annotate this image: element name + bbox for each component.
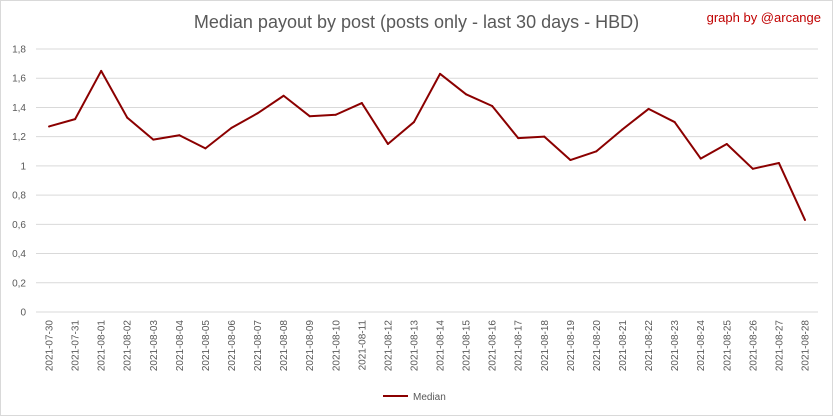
data-point (751, 167, 754, 170)
data-point (647, 107, 650, 110)
x-tick-label: 2021-08-16 (488, 320, 499, 372)
y-tick-label: 0 (20, 308, 26, 319)
data-point (74, 118, 77, 121)
x-tick-label: 2021-07-31 (71, 320, 82, 372)
x-tick-label: 2021-08-08 (279, 320, 290, 372)
data-point (360, 102, 363, 105)
x-tick-label: 2021-08-26 (748, 320, 759, 372)
x-tick-label: 2021-08-05 (201, 320, 212, 372)
x-tick-label: 2021-08-17 (514, 320, 525, 372)
data-point (152, 138, 155, 141)
x-tick-label: 2021-08-23 (670, 320, 681, 372)
x-tick-label: 2021-08-24 (696, 320, 707, 372)
x-tick-label: 2021-08-07 (253, 320, 264, 372)
data-point (777, 161, 780, 164)
data-point (439, 72, 442, 75)
y-tick-label: 1,4 (12, 103, 26, 114)
data-point (543, 135, 546, 138)
y-tick-label: 0,8 (12, 191, 26, 202)
series-line-0 (48, 69, 806, 221)
x-tick-label: 2021-08-19 (566, 320, 577, 372)
data-point (282, 94, 285, 97)
y-axis-ticks: 0 0,2 0,4 0,6 0,8 1 1,2 1,4 1,6 1,8 (12, 45, 26, 319)
x-tick-label: 2021-08-04 (175, 320, 186, 372)
x-tick-label: 2021-08-15 (462, 320, 473, 372)
data-point (178, 134, 181, 137)
x-tick-label: 2021-08-02 (123, 320, 134, 372)
data-point (517, 137, 520, 140)
data-point (621, 128, 624, 131)
x-tick-label: 2021-08-11 (357, 320, 368, 371)
x-tick-label: 2021-08-12 (383, 320, 394, 372)
y-tick-label: 1,6 (12, 74, 26, 85)
data-point (569, 159, 572, 162)
y-tick-label: 1,8 (12, 45, 26, 56)
x-tick-label: 2021-08-28 (800, 320, 811, 372)
data-point (673, 121, 676, 124)
x-tick-label: 2021-08-18 (540, 320, 551, 372)
grid-lines (36, 48, 818, 313)
chart-credit: graph by @arcange (706, 10, 821, 25)
data-point (699, 157, 702, 160)
y-tick-label: 1,2 (12, 132, 26, 143)
chart-title: Median payout by post (posts only - last… (193, 12, 640, 32)
data-point (230, 126, 233, 129)
data-point (412, 121, 415, 124)
x-tick-label: 2021-08-01 (97, 320, 108, 372)
data-point (465, 93, 468, 96)
data-point (491, 104, 494, 107)
x-tick-label: 2021-08-03 (149, 320, 160, 372)
x-tick-label: 2021-08-20 (592, 320, 603, 372)
legend: Median (383, 392, 446, 403)
x-tick-label: 2021-08-10 (331, 320, 342, 372)
data-point (48, 125, 51, 128)
data-point (256, 112, 259, 115)
y-tick-label: 1 (20, 161, 26, 172)
legend-label: Median (413, 392, 446, 403)
x-tick-label: 2021-08-13 (409, 320, 420, 372)
x-tick-label: 2021-08-14 (436, 320, 447, 372)
series-layer (48, 69, 806, 221)
x-tick-label: 2021-08-27 (774, 320, 785, 372)
x-tick-label: 2021-08-22 (644, 320, 655, 372)
x-tick-label: 2021-08-21 (618, 320, 629, 372)
y-tick-label: 0,4 (12, 249, 26, 260)
data-point (803, 218, 806, 221)
y-tick-label: 0,6 (12, 220, 26, 231)
data-point (126, 116, 129, 119)
data-point (334, 113, 337, 116)
x-tick-label: 2021-08-06 (227, 320, 238, 372)
x-tick-label: 2021-08-09 (305, 320, 316, 372)
data-point (204, 147, 207, 150)
x-tick-label: 2021-08-25 (722, 320, 733, 372)
data-point (595, 150, 598, 153)
data-point (386, 142, 389, 145)
x-axis-ticks: 2021-07-30 2021-07-31 2021-08-01 2021-08-02… (45, 320, 812, 372)
y-tick-label: 0,2 (12, 278, 26, 289)
x-tick-label: 2021-07-30 (45, 320, 56, 372)
data-point (100, 69, 103, 72)
data-point (725, 142, 728, 145)
data-point (308, 115, 311, 118)
